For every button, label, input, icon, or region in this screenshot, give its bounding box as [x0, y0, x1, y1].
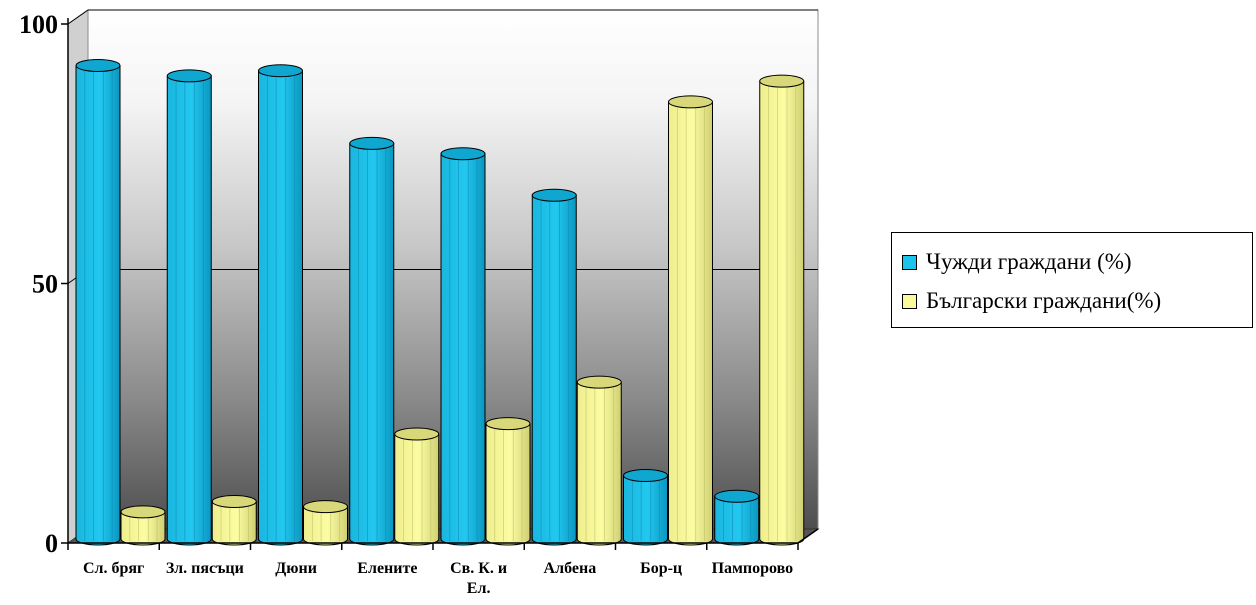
bar-body-0-4: [441, 154, 485, 545]
bar-top-1-3: [395, 428, 439, 440]
bar-1-1: [212, 495, 256, 545]
x-tick-label-1-line-0: Зл. пясъци: [166, 560, 244, 577]
bar-top-1-2: [304, 501, 348, 513]
x-tick-label-0-line-0: Сл. бряг: [83, 560, 144, 577]
legend-label-foreign: Чужди граждани (%): [926, 249, 1132, 275]
x-tick-label-1: Зл. пясъци: [166, 560, 244, 577]
bar-body-0-1: [167, 76, 211, 545]
legend-swatch-foreign: [902, 255, 917, 270]
x-tick-label-5-line-0: Албена: [544, 560, 597, 577]
x-tick-label-0: Сл. бряг: [83, 560, 144, 577]
bar-body-1-3: [395, 434, 439, 545]
bar-top-1-1: [212, 495, 256, 507]
bar-top-1-4: [486, 418, 530, 430]
x-tick-label-4-line-1: Ел.: [467, 580, 491, 597]
y-tick-label-1: 50: [32, 270, 58, 299]
bar-top-0-4: [441, 148, 485, 160]
bar-1-6: [669, 96, 713, 545]
x-tick-label-4: Св. К. и Ел.: [450, 560, 507, 597]
y-tick-label-2: 100: [19, 10, 58, 39]
x-tick-label-7: Пампорово: [712, 560, 794, 577]
x-tick-label-3-line-0: Елените: [357, 560, 417, 577]
legend: Чужди граждани (%) Български граждани(%): [891, 232, 1253, 328]
bar-0-6: [624, 470, 668, 545]
bar-body-0-2: [259, 71, 303, 545]
legend-swatch-bulgarian: [902, 294, 917, 309]
bar-0-4: [441, 148, 485, 545]
x-tick-label-7-line-0: Пампорово: [712, 560, 794, 577]
bar-top-0-5: [532, 189, 576, 201]
bar-body-0-5: [532, 195, 576, 545]
bar-top-1-6: [669, 96, 713, 108]
bar-0-0: [76, 60, 120, 545]
bar-1-7: [760, 75, 804, 545]
bar-1-4: [486, 418, 530, 545]
bar-top-0-6: [624, 470, 668, 482]
bar-1-2: [304, 501, 348, 545]
x-tick-label-6: Бор-ц: [640, 560, 682, 577]
bar-body-0-7: [715, 496, 759, 545]
bar-top-1-7: [760, 75, 804, 87]
x-tick-label-3: Елените: [357, 560, 417, 577]
bar-body-1-4: [486, 424, 530, 545]
bar-body-1-7: [760, 81, 804, 545]
bar-top-0-1: [167, 70, 211, 82]
bar-top-1-5: [577, 376, 621, 388]
y-tick-label-0: 0: [45, 529, 58, 558]
bar-1-0: [121, 506, 165, 545]
bar-top-0-2: [259, 65, 303, 77]
x-tick-label-6-line-0: Бор-ц: [640, 560, 682, 577]
bar-body-1-5: [577, 382, 621, 545]
bar-0-7: [715, 490, 759, 545]
bar-top-1-0: [121, 506, 165, 518]
x-tick-label-4-line-0: Св. К. и: [450, 560, 507, 577]
bar-1-3: [395, 428, 439, 545]
bar-body-1-1: [212, 501, 256, 545]
legend-label-bulgarian: Български граждани(%): [926, 288, 1161, 314]
bar-0-2: [259, 65, 303, 545]
x-tick-label-2-line-0: Дюни: [275, 560, 317, 577]
bar-body-0-0: [76, 66, 120, 545]
bar-0-3: [350, 137, 394, 545]
x-tick-label-2: Дюни: [275, 560, 317, 577]
bar-0-1: [167, 70, 211, 545]
legend-entry-bulgarian: Български граждани(%): [902, 286, 1161, 316]
bar-1-5: [577, 376, 621, 545]
x-tick-label-5: Албена: [544, 560, 597, 577]
bar-0-5: [532, 189, 576, 545]
bar-body-0-3: [350, 143, 394, 545]
bar-top-0-0: [76, 60, 120, 72]
bar-body-0-6: [624, 476, 668, 545]
bar-body-1-6: [669, 102, 713, 545]
bar-top-0-3: [350, 137, 394, 149]
bar-top-0-7: [715, 490, 759, 502]
legend-entry-foreign: Чужди граждани (%): [902, 247, 1132, 277]
